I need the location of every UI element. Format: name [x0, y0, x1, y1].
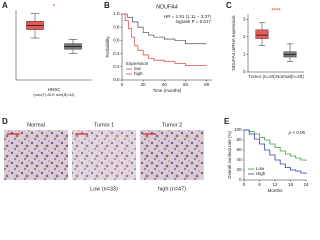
x-tick-label: 6: [258, 182, 261, 187]
x-tick-label: 0: [243, 182, 246, 187]
y-tick-label: 0: [243, 69, 246, 74]
panel-label: B: [104, 1, 110, 10]
y-tick-label: 0.0: [113, 77, 120, 82]
y-tick-label: 0: [239, 177, 242, 182]
y-tick-label: 0.4: [113, 51, 120, 56]
annotation: HR = 1.91 (1.11 − 3.27): [164, 14, 211, 19]
y-tick-label: 3: [243, 16, 246, 21]
y-tick-label: 40: [236, 157, 242, 162]
image-label: Normal: [27, 122, 45, 128]
y-axis-label: Probability: [105, 36, 110, 58]
survival-curve: [122, 13, 207, 45]
legend-label: low: [134, 66, 142, 71]
image-label: Tumor 1: [94, 122, 114, 128]
ihc-image: [4, 130, 68, 180]
survival-curve: [122, 13, 207, 66]
annotation: logrank P = 0.017: [176, 19, 212, 24]
y-tick-label: 1: [243, 52, 246, 57]
annotation: p < 0.05: [288, 130, 306, 135]
y-axis-label: Overall survival rate (%): [227, 130, 232, 179]
group-label: Low (n=33): [90, 186, 118, 192]
group-label: high (n=47): [158, 186, 186, 192]
x-tick-label: 12: [272, 182, 278, 187]
chart-title: NDUFA4: [156, 4, 178, 10]
x-tick-label: 0: [121, 82, 124, 87]
legend-label: High: [256, 171, 266, 176]
annotation: *: [53, 5, 56, 11]
x-tick-label: 80: [204, 82, 210, 87]
image-label: Tumor 2: [162, 122, 182, 128]
legend-title: Expression: [126, 61, 149, 66]
x-axis-label: HNSC: [48, 87, 62, 92]
panel-label: C: [226, 1, 232, 10]
x-axis-sublabel: (num(T)=519; num(N)=44): [33, 93, 74, 97]
x-axis-label: Time (months): [153, 88, 182, 93]
y-tick-label: 60: [236, 147, 242, 152]
panel-label: A: [2, 1, 8, 10]
x-tick-label: 20: [141, 82, 147, 87]
annotation: ****: [271, 9, 281, 15]
x-tick-label: 60: [183, 82, 189, 87]
x-tick-label: 40: [162, 82, 168, 87]
y-tick-label: 2: [243, 34, 246, 39]
figure: Normal Tumor 1 Tumor 2 Low (n=33) high (…: [2, 1, 309, 193]
survival-curve: [244, 129, 307, 174]
y-tick-label: 0.2: [113, 64, 120, 69]
x-tick-label: Tumor (n=20): [248, 74, 276, 79]
x-tick-label: 18: [288, 182, 294, 187]
y-axis-label: NDUFA4 mRNA expression: [231, 15, 236, 71]
y-tick-label: 20: [236, 167, 242, 172]
y-tick-label: 0.6: [113, 38, 120, 43]
y-tick-label: 0.8: [113, 24, 120, 29]
x-axis-label: Months: [268, 188, 284, 193]
y-tick-label: 1.0: [113, 11, 120, 16]
ihc-image: [72, 130, 136, 180]
panel-label: D: [2, 117, 8, 126]
y-tick-label: 100: [234, 127, 242, 132]
legend-label: Low: [256, 166, 265, 171]
ihc-image: [140, 130, 204, 180]
panel-label: E: [224, 117, 230, 126]
x-tick-label: Normal(n=20): [276, 74, 304, 79]
y-tick-label: 80: [236, 137, 242, 142]
x-tick-label: 24: [303, 182, 309, 187]
ihc-images: Normal Tumor 1 Tumor 2 Low (n=33) high (…: [4, 122, 204, 192]
legend-label: high: [134, 71, 143, 76]
box: [255, 29, 269, 39]
